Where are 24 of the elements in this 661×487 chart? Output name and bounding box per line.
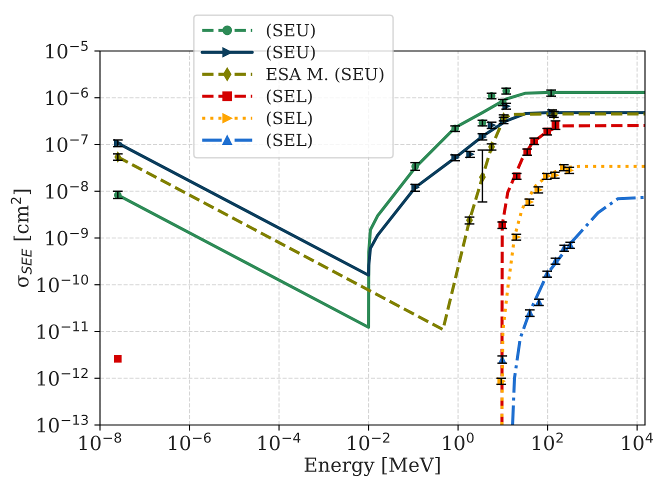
y-tick-label: 10$^{−6}$ (46, 87, 88, 106)
x-tick-label: 10$^{0}$ (443, 432, 474, 450)
legend-label: (SEU) (266, 46, 315, 61)
legend-label: ESA M. (SEU) (266, 67, 384, 83)
x-tick-label: 10$^{−2}$ (348, 432, 390, 450)
legend-label: (SEL) (266, 111, 312, 127)
y-tick-label: 10$^{−13}$ (38, 414, 88, 433)
y-tick-label: 10$^{−9}$ (46, 228, 88, 246)
legend-label: (SEL) (266, 89, 312, 105)
x-tick-label: 10$^{−8}$ (80, 432, 122, 450)
y-tick-label: 10$^{−5}$ (46, 40, 88, 59)
legend-label: (SEU) (266, 24, 315, 39)
x-tick-label: 10$^{−6}$ (169, 432, 211, 450)
y-tick-label: 10$^{−11}$ (38, 321, 88, 340)
y-tick-label: 10$^{−8}$ (46, 180, 88, 199)
y-tick-label: 10$^{−12}$ (38, 368, 88, 386)
x-tick-label: 10$^{−4}$ (258, 432, 300, 450)
x-axis-title: Energy [MeV] (304, 457, 440, 476)
y-axis-title: σ$_{SEE}$ [cm$^{2}$] (10, 190, 32, 288)
legend-label: (SEL) (266, 133, 312, 149)
x-tick-label: 10$^{4}$ (622, 432, 653, 450)
y-tick-label: 10$^{−10}$ (38, 274, 88, 292)
x-tick-label: 10$^{2}$ (532, 432, 563, 450)
y-tick-label: 10$^{−7}$ (46, 134, 88, 152)
